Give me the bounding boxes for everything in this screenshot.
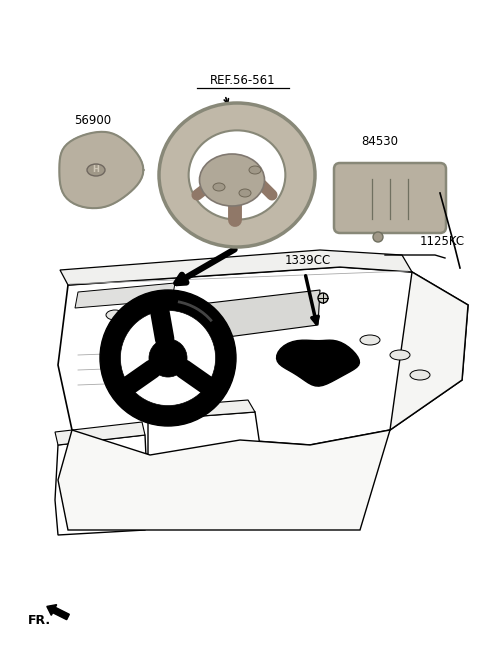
Ellipse shape <box>189 130 285 219</box>
Text: REF.56-561: REF.56-561 <box>210 74 276 87</box>
Ellipse shape <box>106 310 124 320</box>
Polygon shape <box>190 290 320 342</box>
Ellipse shape <box>239 189 251 197</box>
Ellipse shape <box>249 166 261 174</box>
Polygon shape <box>58 267 468 455</box>
Text: H: H <box>93 166 99 175</box>
Polygon shape <box>55 435 148 535</box>
Polygon shape <box>55 422 145 445</box>
Ellipse shape <box>131 307 149 317</box>
Text: 56900: 56900 <box>74 114 111 127</box>
Ellipse shape <box>213 183 225 191</box>
Circle shape <box>149 339 187 377</box>
Text: 84530: 84530 <box>361 135 398 148</box>
Text: 1339CC: 1339CC <box>285 254 331 267</box>
Circle shape <box>100 290 236 426</box>
Polygon shape <box>276 340 360 386</box>
Text: 1125KC: 1125KC <box>420 235 465 248</box>
Circle shape <box>120 310 216 405</box>
Ellipse shape <box>360 335 380 345</box>
FancyArrow shape <box>47 604 69 620</box>
Polygon shape <box>75 283 175 308</box>
Ellipse shape <box>159 103 315 247</box>
Ellipse shape <box>87 164 105 176</box>
Polygon shape <box>60 132 144 208</box>
FancyBboxPatch shape <box>334 163 446 233</box>
Polygon shape <box>145 400 255 420</box>
Ellipse shape <box>410 370 430 380</box>
Circle shape <box>318 293 328 303</box>
Polygon shape <box>60 250 412 285</box>
Polygon shape <box>390 272 468 430</box>
Ellipse shape <box>200 154 264 206</box>
Ellipse shape <box>390 350 410 360</box>
Polygon shape <box>58 430 390 530</box>
Circle shape <box>373 232 383 242</box>
Polygon shape <box>148 412 265 520</box>
Text: FR.: FR. <box>28 614 51 627</box>
